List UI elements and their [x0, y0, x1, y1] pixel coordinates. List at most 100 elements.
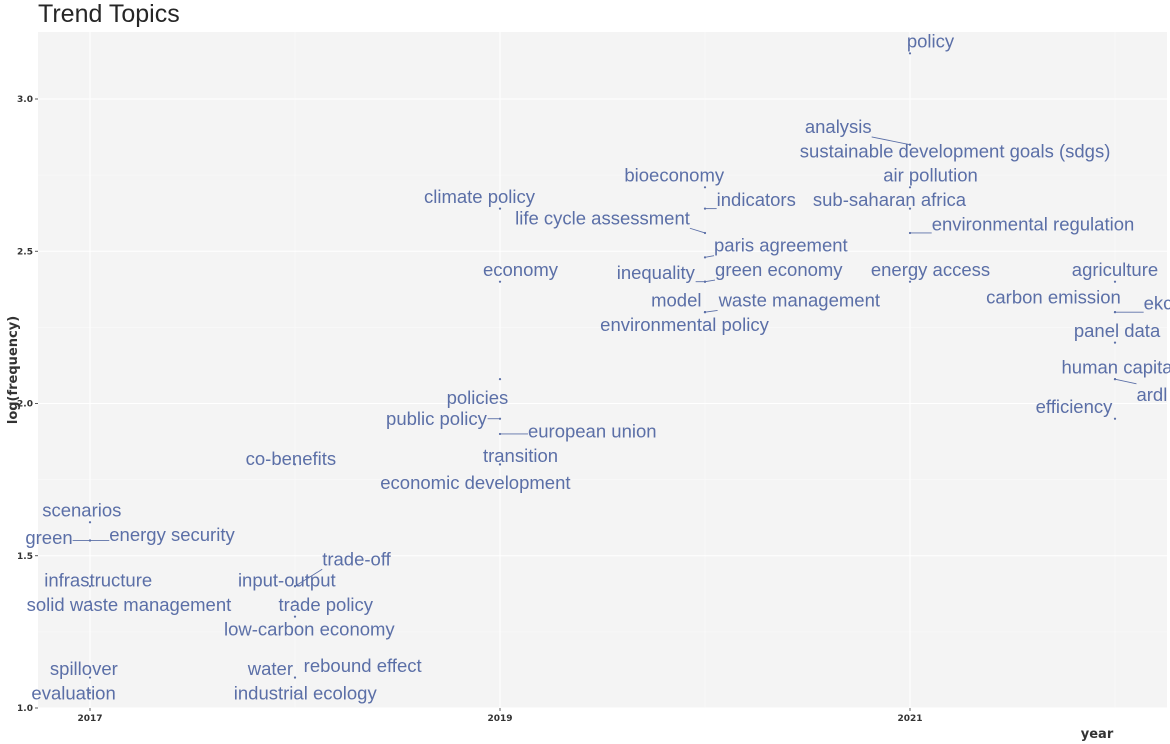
y-tick-label: 2.5	[17, 247, 33, 257]
keyword-label-industrial-ecology: industrial ecology	[234, 682, 378, 703]
point-environmental-policy	[703, 311, 707, 314]
keyword-label-solid-waste-management: solid waste management	[27, 594, 232, 615]
keyword-label-scenarios: scenarios	[42, 500, 121, 521]
point-green	[88, 539, 92, 542]
point-life-cycle-assessment	[703, 231, 707, 235]
point-ekc	[1113, 311, 1117, 314]
keyword-label-life-cycle-assessment: life cycle assessment	[515, 207, 690, 228]
keyword-label-model: model	[651, 289, 701, 310]
point-agriculture	[1113, 280, 1117, 283]
point-policies	[498, 378, 502, 381]
point-sustainable-development-goals-sdgs	[908, 143, 912, 146]
point-indicators	[703, 207, 707, 210]
keyword-labels: policy analysis sustainable development go…	[25, 31, 1170, 704]
point-co-benefits	[293, 463, 297, 466]
point-spillover	[88, 676, 92, 679]
grid-lines	[38, 32, 1167, 709]
keyword-label-environmental-policy: environmental policy	[600, 314, 769, 335]
keyword-label-rebound-effect: rebound effect	[304, 655, 422, 676]
point-public-policy	[498, 417, 502, 420]
x-tick-label: 2017	[77, 714, 102, 724]
keyword-label-panel-data: panel data	[1074, 320, 1161, 341]
point-policy	[908, 52, 912, 55]
keyword-label-paris-agreement: paris agreement	[714, 235, 848, 256]
point-input-output	[293, 585, 297, 588]
label-connectors	[72, 136, 1144, 587]
keyword-label-trade-off: trade-off	[322, 548, 391, 569]
keyword-label-sustainable-development-goals-sdgs: sustainable development goals (sdgs)	[800, 140, 1111, 161]
point-european-union	[498, 432, 502, 436]
keyword-label-efficiency: efficiency	[1036, 396, 1114, 417]
keyword-label-public-policy: public policy	[386, 408, 488, 429]
plot-panel	[38, 32, 1167, 708]
point-trade-policy	[293, 600, 297, 603]
point-solid-waste-management	[88, 600, 92, 603]
keyword-label-agriculture: agriculture	[1072, 259, 1158, 280]
connector-paris-agreement	[704, 255, 715, 258]
y-tick-label: 3.0	[17, 95, 33, 105]
keyword-label-co-benefits: co-benefits	[246, 448, 337, 469]
keyword-label-economic-development: economic development	[380, 472, 570, 493]
point-environmental-regulation	[908, 231, 912, 235]
keyword-label-energy-security: energy security	[109, 524, 235, 545]
point-efficiency	[1113, 417, 1117, 420]
keyword-label-climate-policy: climate policy	[424, 186, 536, 207]
keyword-label-policy: policy	[907, 31, 955, 52]
keyword-label-air-pollution: air pollution	[883, 165, 978, 186]
y-tick-label: 1.5	[17, 552, 33, 562]
keyword-label-infrastructure: infrastructure	[44, 570, 152, 591]
keyword-label-analysis: analysis	[805, 116, 872, 137]
y-tick-label: 2.0	[17, 400, 33, 410]
keyword-label-environmental-regulation: environmental regulation	[932, 213, 1135, 234]
keyword-label-human-capital: human capital	[1062, 356, 1170, 377]
point-energy-access	[908, 280, 912, 283]
keyword-label-water: water	[247, 658, 293, 679]
point-low-carbon-economy	[293, 615, 297, 618]
keyword-label-spillover: spillover	[50, 658, 118, 679]
keyword-label-green: green	[25, 527, 72, 548]
keyword-label-policies: policies	[447, 387, 509, 408]
point-green-economy	[703, 280, 707, 283]
chart-title: Trend Topics	[38, 0, 180, 28]
keyword-label-ardl: ardl	[1136, 384, 1167, 405]
point-economic-development	[498, 463, 502, 466]
point-air-pollution	[908, 186, 912, 189]
point-climate-policy	[498, 207, 502, 210]
keyword-label-ekc: ekc	[1144, 293, 1170, 314]
point-ardl	[1113, 378, 1117, 381]
keyword-label-waste-management: waste management	[718, 289, 880, 310]
point-panel-data	[1113, 341, 1117, 344]
point-rebound-effect	[293, 676, 297, 679]
keyword-label-input-output: input-output	[238, 570, 336, 591]
point-industrial-ecology	[293, 691, 297, 694]
keyword-label-energy-access: energy access	[871, 259, 990, 280]
point-scenarios	[88, 521, 92, 524]
keyword-label-transition: transition	[483, 445, 558, 466]
axes: 2017 2019 2021 1.0 1.5 2.0 2.5 3.0	[17, 95, 922, 724]
x-axis-title: year	[1081, 727, 1114, 742]
point-economy	[498, 280, 502, 283]
keyword-label-economy: economy	[483, 259, 559, 280]
keyword-label-sub-saharan-africa: sub-saharan africa	[813, 189, 967, 210]
point-paris-agreement	[703, 256, 707, 259]
connector-analysis	[871, 136, 911, 146]
x-tick-label: 2019	[487, 714, 512, 724]
x-tick-label: 2021	[897, 714, 922, 724]
point-bioeconomy	[703, 186, 707, 189]
keyword-label-bioeconomy: bioeconomy	[624, 165, 725, 186]
point-evaluation	[88, 691, 92, 694]
keyword-label-evaluation: evaluation	[31, 682, 115, 703]
connector-green-economy	[704, 279, 716, 283]
keyword-label-inequality: inequality	[617, 262, 696, 283]
connector-waste-management	[704, 310, 718, 313]
keyword-label-low-carbon-economy: low-carbon economy	[224, 618, 395, 639]
keyword-label-trade-policy: trade policy	[278, 594, 373, 615]
point-infrastructure	[88, 585, 92, 588]
data-points	[88, 52, 1117, 694]
keyword-label-carbon-emission: carbon emission	[986, 286, 1121, 307]
connector-trade-off	[294, 568, 323, 587]
keyword-label-indicators: indicators	[717, 189, 796, 210]
connector-life-cycle-assessment	[689, 227, 706, 234]
y-axis-title: log(frequency)	[6, 316, 21, 424]
